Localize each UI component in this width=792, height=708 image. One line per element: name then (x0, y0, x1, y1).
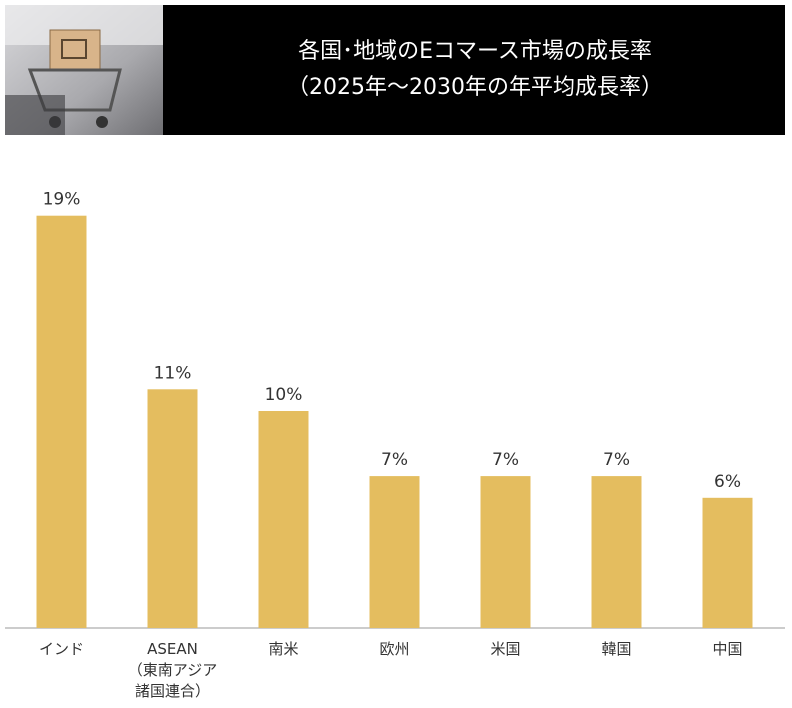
header-photo (5, 5, 163, 135)
bar (258, 411, 309, 628)
value-label: 6% (714, 472, 741, 492)
chart-subtitle: （2025年～2030年の年平均成長率） (287, 75, 663, 100)
value-label: 7% (492, 450, 519, 470)
bar (591, 476, 642, 628)
x-tick-label: インド (39, 640, 84, 658)
value-label: 7% (381, 450, 408, 470)
chart-title: 各国･地域のEコマース市場の成長率 (298, 39, 652, 64)
bar (480, 476, 531, 628)
value-label: 11% (154, 363, 192, 383)
value-label: 10% (265, 385, 303, 405)
bar (147, 389, 198, 628)
value-label: 7% (603, 450, 630, 470)
x-tick-label: 米国 (490, 640, 520, 658)
x-tick-label: 中国 (712, 640, 742, 658)
bar (369, 476, 420, 628)
x-tick-label: 欧州 (379, 640, 409, 658)
x-tick-label: 南米 (268, 640, 298, 658)
header-band (163, 5, 785, 135)
bar (702, 497, 753, 628)
x-tick-label: 韓国 (601, 640, 631, 658)
bar (36, 215, 87, 628)
value-label: 19% (43, 190, 81, 210)
x-tick-label: ASEAN （東南アジア諸国連合） (128, 640, 217, 700)
